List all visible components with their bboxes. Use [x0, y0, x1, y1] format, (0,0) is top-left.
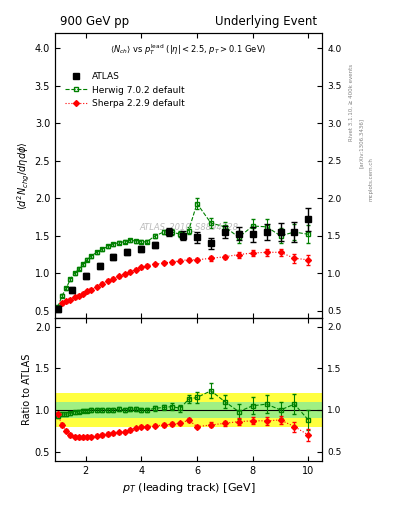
Text: Underlying Event: Underlying Event: [215, 14, 317, 28]
Legend: ATLAS, Herwig 7.0.2 default, Sherpa 2.2.9 default: ATLAS, Herwig 7.0.2 default, Sherpa 2.2.…: [65, 72, 185, 108]
Text: Rivet 3.1.10, ≥ 400k events: Rivet 3.1.10, ≥ 400k events: [349, 64, 354, 141]
Text: [arXiv:1306.3436]: [arXiv:1306.3436]: [359, 118, 364, 168]
Text: mcplots.cern.ch: mcplots.cern.ch: [369, 157, 374, 201]
Text: $\langle N_{ch}\rangle$ vs $p_T^{\rm lead}$ ($|\eta| < 2.5$, $p_T > 0.1$ GeV): $\langle N_{ch}\rangle$ vs $p_T^{\rm lea…: [110, 42, 267, 57]
Text: 900 GeV pp: 900 GeV pp: [61, 14, 129, 28]
Y-axis label: Ratio to ATLAS: Ratio to ATLAS: [22, 354, 32, 425]
X-axis label: $p_T$ (leading track) [GeV]: $p_T$ (leading track) [GeV]: [122, 481, 255, 495]
Text: ATLAS_2010_S8894728: ATLAS_2010_S8894728: [139, 223, 238, 231]
Y-axis label: $\langle d^2 N_{chg}/d\eta d\phi \rangle$: $\langle d^2 N_{chg}/d\eta d\phi \rangle…: [16, 141, 32, 210]
